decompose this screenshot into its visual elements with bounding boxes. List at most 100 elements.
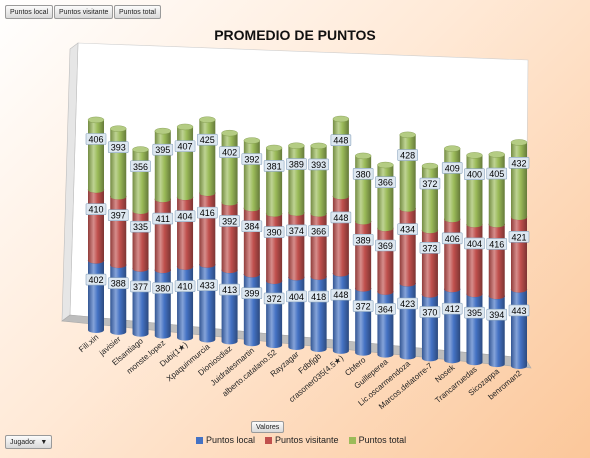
- bar-segment: [154, 196, 171, 274]
- data-label-text: 392: [244, 155, 259, 165]
- data-label-text: 392: [222, 216, 237, 226]
- data-label-text: 372: [267, 294, 282, 304]
- bar-body: [132, 268, 149, 337]
- data-label-text: 413: [222, 285, 237, 295]
- data-label-text: 433: [200, 281, 215, 291]
- bar-body: [444, 148, 461, 223]
- field-button-puntos-visitante[interactable]: Puntos visitante: [54, 5, 114, 19]
- data-label-box: [107, 209, 129, 221]
- values-field-button[interactable]: Valores: [251, 421, 285, 433]
- data-label-box: [508, 157, 530, 169]
- data-label: 399: [241, 287, 263, 300]
- data-label-text: 443: [511, 306, 526, 316]
- field-button-puntos-total[interactable]: Puntos total: [114, 5, 161, 19]
- data-label: 407: [174, 140, 196, 152]
- bar-body: [332, 196, 349, 277]
- bar-body: [266, 280, 283, 349]
- cylinder-stack: 433 416 425: [197, 116, 218, 343]
- bar-segment: [466, 221, 483, 298]
- bar-cap: [265, 144, 283, 152]
- bar-segment: [265, 277, 283, 349]
- cylinder-stack: 423 434 428: [397, 131, 418, 360]
- field-button-puntos-local[interactable]: Puntos local: [5, 5, 54, 19]
- bar-body: [511, 142, 527, 220]
- bar-segment: [466, 152, 483, 228]
- data-label-box: [197, 206, 218, 219]
- data-label-text: 404: [289, 292, 304, 302]
- data-label: 418: [308, 290, 329, 303]
- cylinder-stack: 380 411 395: [152, 127, 174, 339]
- data-label: 393: [107, 141, 129, 153]
- legend-item-total: Puntos total: [348, 435, 406, 445]
- bar-segment: [176, 193, 194, 270]
- data-label: 388: [107, 277, 129, 290]
- cylinder-stack: 418 366 393: [308, 142, 329, 352]
- bar-cap: [154, 127, 171, 135]
- data-label-text: 393: [311, 160, 326, 170]
- bar-segment: [243, 204, 261, 278]
- data-label-text: 374: [289, 226, 304, 236]
- data-label: 400: [464, 168, 485, 181]
- data-label: 389: [352, 233, 374, 246]
- bar-segment: [399, 280, 416, 360]
- data-label-box: [241, 287, 263, 300]
- data-label-box: [486, 167, 508, 180]
- data-label: 395: [152, 143, 174, 156]
- bar-segment: [154, 266, 171, 339]
- cylinder-stack: 364 369 366: [375, 161, 396, 358]
- data-label-box: [174, 140, 196, 152]
- bar-segment: [510, 286, 528, 369]
- bar-cap: [110, 125, 127, 132]
- bar-cap: [176, 123, 194, 131]
- bar-body: [154, 270, 171, 339]
- cylinder-stack: 394 416 405: [486, 151, 508, 368]
- bar-segment: [154, 127, 171, 203]
- bar-body: [110, 196, 127, 268]
- data-label-text: 406: [88, 135, 103, 145]
- data-label-text: 410: [178, 282, 193, 292]
- data-label: 364: [375, 303, 396, 315]
- bar-segment: [444, 216, 461, 293]
- cylinder-stack: 412 406 409: [441, 145, 463, 364]
- bar-body: [310, 145, 327, 217]
- data-label: 433: [197, 279, 218, 291]
- data-label: 443: [508, 304, 530, 317]
- data-label-text: 432: [511, 158, 526, 168]
- bar-segment: [354, 218, 372, 292]
- data-label-box: [85, 273, 107, 286]
- data-label-text: 394: [489, 310, 504, 320]
- data-label-box: [397, 297, 418, 310]
- data-label-text: 366: [311, 226, 326, 236]
- bar-segment: [132, 207, 149, 272]
- cylinder-stack: 372 390 381: [263, 144, 285, 349]
- data-label-text: 404: [467, 239, 482, 249]
- bar-body: [466, 294, 483, 366]
- data-label-text: 380: [356, 169, 371, 179]
- bar-cap: [488, 151, 505, 158]
- bar-segment: [332, 270, 350, 354]
- jugador-filter-dropdown[interactable]: Jugador ▼: [5, 435, 53, 449]
- bar-segment: [221, 266, 238, 345]
- bar-segment: [444, 286, 461, 364]
- data-label-text: 397: [111, 211, 126, 221]
- bar-segment: [110, 125, 127, 200]
- bar-segment: [87, 257, 105, 333]
- cylinder-stack: 413 392 402: [219, 129, 240, 345]
- data-label: 412: [441, 302, 463, 315]
- data-label-box: [419, 306, 441, 318]
- legend-label-visitante: Puntos visitante: [275, 435, 339, 445]
- bar-segment: [332, 115, 350, 200]
- data-label-text: 369: [378, 241, 393, 251]
- data-label: 404: [286, 290, 307, 303]
- bar-body: [421, 230, 438, 298]
- bar-segment: [421, 291, 439, 362]
- data-label-box: [508, 230, 530, 243]
- data-label-text: 448: [333, 290, 348, 300]
- bar-segment: [310, 142, 327, 217]
- bar-body: [88, 260, 104, 333]
- cylinder-stack: 448 448 448: [330, 115, 352, 354]
- data-label: 432: [508, 157, 530, 169]
- data-label: 366: [375, 176, 396, 189]
- bar-segment: [243, 271, 261, 347]
- bar-body: [154, 199, 171, 274]
